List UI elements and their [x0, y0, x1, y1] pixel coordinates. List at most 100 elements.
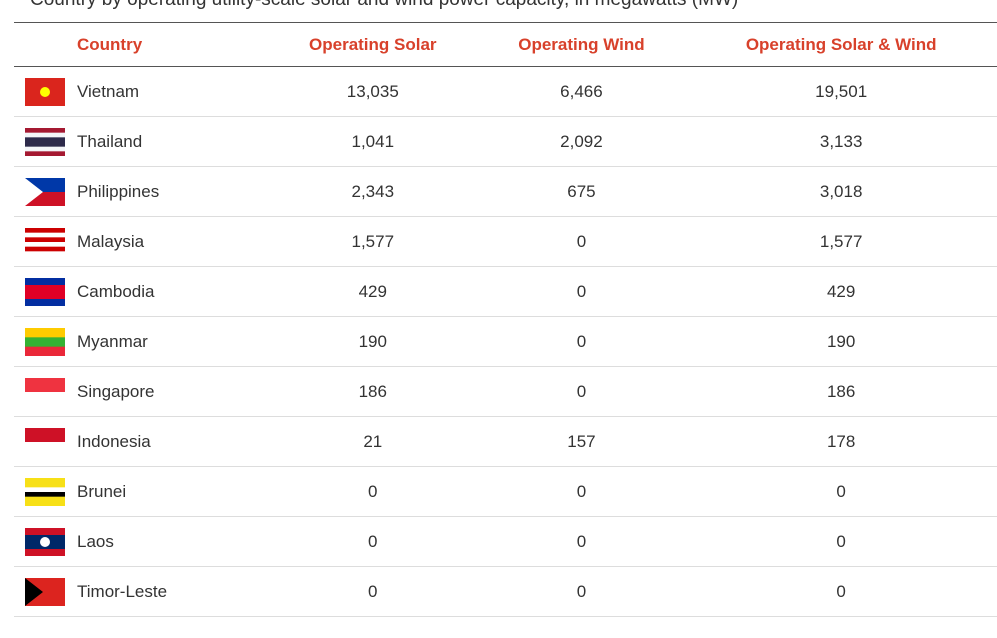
value-cell: 186	[268, 366, 478, 417]
flag-stripe	[25, 277, 65, 285]
flag-icon	[25, 177, 65, 206]
flag-icon	[25, 277, 65, 306]
table-row: Malaysia 1,577 0 1,577	[14, 216, 997, 267]
value-cell: 0	[477, 266, 686, 317]
value-cell: 190	[268, 316, 478, 367]
value-cell: 6,466	[477, 66, 686, 117]
value-cell: 178	[685, 416, 997, 467]
table-row: Philippines 2,343 675 3,018	[14, 166, 997, 217]
flag-stripe	[25, 284, 65, 299]
flag-stripe	[25, 298, 65, 306]
table: Country Operating Solar Operating Wind Oper…	[14, 22, 997, 617]
country-cell: Brunei	[76, 466, 268, 517]
table-row: Brunei 0 0 0	[14, 466, 997, 517]
value-cell: 0	[268, 516, 478, 567]
flag-stripe	[25, 246, 65, 252]
value-cell: 675	[477, 166, 686, 217]
value-cell: 186	[685, 366, 997, 417]
value-cell: 1,577	[268, 216, 478, 267]
country-cell: Indonesia	[76, 416, 268, 467]
value-cell: 19,501	[685, 66, 997, 117]
flag-stripe	[25, 496, 65, 506]
header-cell: Country	[76, 22, 268, 67]
flag-stripe	[25, 146, 65, 152]
flag-disc	[40, 536, 50, 547]
value-cell: 0	[268, 566, 478, 617]
flag-cell	[14, 216, 76, 267]
flag-stripe	[25, 336, 65, 347]
value-cell: 1,577	[685, 216, 997, 267]
value-cell: 3,133	[685, 116, 997, 167]
flag-icon	[25, 77, 65, 106]
flag-stripe	[25, 377, 65, 392]
flag-cell	[14, 116, 76, 167]
table-row: Cambodia 429 0 429	[14, 266, 997, 317]
country-cell: Philippines	[76, 166, 268, 217]
table-row: Singapore 186 0 186	[14, 366, 997, 417]
flag-stripe	[25, 548, 65, 556]
flag-stripe	[25, 136, 65, 147]
country-cell: Malaysia	[76, 216, 268, 267]
flag-star	[40, 86, 50, 97]
flag-stripe	[25, 427, 65, 442]
table-row: Thailand 1,041 2,092 3,133	[14, 116, 997, 167]
table-row: Timor-Leste 0 0 0	[14, 566, 997, 617]
header-cell: Operating Solar & Wind	[685, 22, 997, 67]
flag-icon	[25, 327, 65, 356]
value-cell: 2,092	[477, 116, 686, 167]
flag-stripe	[25, 441, 65, 456]
country-cell: Cambodia	[76, 266, 268, 317]
flag-stripe	[25, 127, 65, 133]
value-cell: 0	[685, 566, 997, 617]
table-row: Myanmar 190 0 190	[14, 316, 997, 367]
flag-cell	[14, 416, 76, 467]
header-cell: Operating Solar	[268, 22, 478, 67]
value-cell: 157	[477, 416, 686, 467]
flag-stripe	[25, 491, 65, 497]
value-cell: 13,035	[268, 66, 478, 117]
value-cell: 3,018	[685, 166, 997, 217]
value-cell: 21	[268, 416, 478, 467]
flag-stripe	[25, 391, 65, 406]
table-row: Indonesia 21 157 178	[14, 416, 997, 467]
flag-stripe	[25, 236, 65, 242]
value-cell: 0	[477, 516, 686, 567]
table-row: Vietnam 13,035 6,466 19,501	[14, 66, 997, 117]
value-cell: 0	[685, 466, 997, 517]
flag-cell	[14, 466, 76, 517]
header-row: Country Operating Solar Operating Wind Oper…	[14, 22, 997, 67]
value-cell: 429	[268, 266, 478, 317]
flag-cell	[14, 266, 76, 317]
flag-icon	[25, 577, 65, 606]
value-cell: 0	[477, 216, 686, 267]
value-cell: 2,343	[268, 166, 478, 217]
title: Country by operating utility-scale solar…	[30, 0, 738, 11]
flag-cell	[14, 316, 76, 367]
value-cell: 190	[685, 316, 997, 367]
flag-cell	[14, 566, 76, 617]
value-cell: 0	[477, 316, 686, 367]
flag-cell	[14, 366, 76, 417]
value-cell: 0	[477, 566, 686, 617]
flag-cell	[14, 166, 76, 217]
flag-stripe	[25, 250, 65, 256]
country-cell: Timor-Leste	[76, 566, 268, 617]
header-cell	[14, 22, 76, 67]
flag-stripe	[25, 232, 65, 238]
country-cell: Thailand	[76, 116, 268, 167]
flag-icon	[25, 527, 65, 556]
value-cell: 1,041	[268, 116, 478, 167]
flag-stripe	[25, 227, 65, 233]
flag-stripe	[25, 527, 65, 535]
flag-icon	[25, 427, 65, 456]
flag-icon	[25, 477, 65, 506]
flag-icon	[25, 377, 65, 406]
country-cell: Laos	[76, 516, 268, 567]
flag-icon	[25, 127, 65, 156]
flag-stripe	[25, 477, 65, 488]
flag-triangle	[25, 177, 43, 206]
value-cell: 0	[685, 516, 997, 567]
country-cell: Vietnam	[76, 66, 268, 117]
flag-cell	[14, 66, 76, 117]
